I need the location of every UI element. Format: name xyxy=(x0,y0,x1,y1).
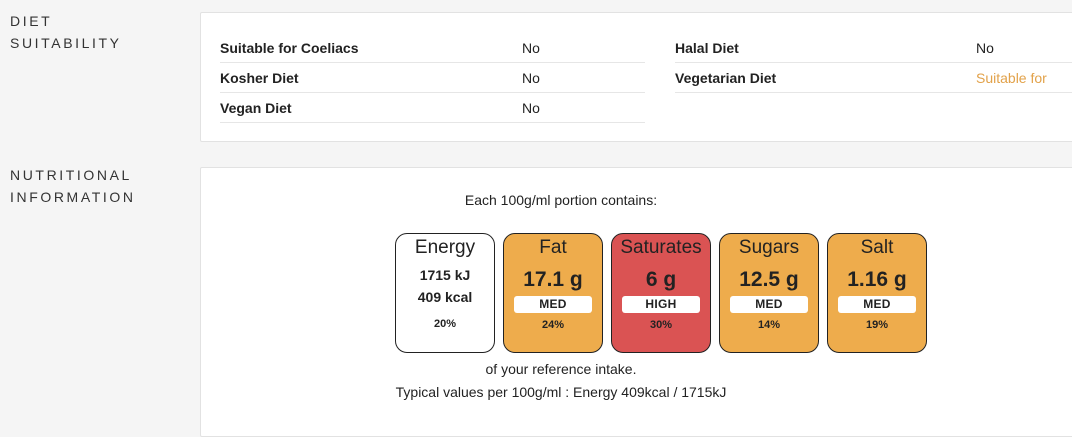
nutrition-section-title: NUTRITIONAL INFORMATION xyxy=(10,164,136,208)
typical-values-text: Typical values per 100g/ml : Energy 409k… xyxy=(395,384,727,400)
diet-value-suitable: Suitable for xyxy=(976,70,1047,86)
nutrient-value: 6 g xyxy=(645,268,677,291)
diet-row-coeliacs: Suitable for Coeliacs No xyxy=(220,33,645,63)
level-badge: HIGH xyxy=(622,296,700,313)
diet-panel: Suitable for Coeliacs No Kosher Diet No … xyxy=(200,12,1072,142)
energy-kcal: 409 kcal xyxy=(417,289,473,305)
sugars-tile: Sugars 12.5 g MED 14% xyxy=(719,233,819,353)
nutrition-title-line1: NUTRITIONAL xyxy=(10,167,132,183)
diet-row-vegan: Vegan Diet No xyxy=(220,93,645,123)
diet-section-title: DIET SUITABILITY xyxy=(10,10,122,54)
level-badge: MED xyxy=(838,296,916,313)
nutrient-value: 1.16 g xyxy=(847,268,907,291)
energy-kj: 1715 kJ xyxy=(419,267,471,283)
nutrient-pct: 19% xyxy=(865,319,889,331)
diet-value: No xyxy=(522,70,540,86)
diet-value: No xyxy=(522,40,540,56)
diet-name: Vegetarian Diet xyxy=(675,70,777,86)
diet-title-line1: DIET xyxy=(10,13,53,29)
nutrient-label: Sugars xyxy=(738,237,800,258)
diet-value: No xyxy=(976,40,994,56)
nutrition-title-line2: INFORMATION xyxy=(10,189,136,205)
diet-row-kosher: Kosher Diet No xyxy=(220,63,645,93)
nutrient-pct: 14% xyxy=(757,319,781,331)
nutrition-panel: Each 100g/ml portion contains: Energy 17… xyxy=(200,167,1072,437)
saturates-tile: Saturates 6 g HIGH 30% xyxy=(611,233,711,353)
diet-row-halal: Halal Diet No xyxy=(675,33,1072,63)
diet-value: No xyxy=(522,100,540,116)
diet-name: Kosher Diet xyxy=(220,70,299,86)
nutrient-pct: 24% xyxy=(541,319,565,331)
diet-name: Suitable for Coeliacs xyxy=(220,40,359,56)
energy-tile: Energy 1715 kJ 409 kcal 20% xyxy=(395,233,495,353)
energy-label: Energy xyxy=(414,237,476,258)
nutrient-value: 17.1 g xyxy=(523,268,583,291)
nutrient-label: Saturates xyxy=(620,237,702,258)
nutrient-label: Salt xyxy=(860,237,894,258)
salt-tile: Salt 1.16 g MED 19% xyxy=(827,233,927,353)
portion-text: Each 100g/ml portion contains: xyxy=(464,192,658,208)
reference-intake-text: of your reference intake. xyxy=(485,361,637,377)
energy-pct: 20% xyxy=(433,318,457,330)
nutrient-value: 12.5 g xyxy=(739,268,799,291)
diet-name: Vegan Diet xyxy=(220,100,292,116)
diet-row-vegetarian: Vegetarian Diet Suitable for xyxy=(675,63,1072,93)
nutrient-label: Fat xyxy=(539,237,567,258)
diet-name: Halal Diet xyxy=(675,40,739,56)
nutrient-pct: 30% xyxy=(649,319,673,331)
level-badge: MED xyxy=(730,296,808,313)
diet-title-line2: SUITABILITY xyxy=(10,35,122,51)
fat-tile: Fat 17.1 g MED 24% xyxy=(503,233,603,353)
level-badge: MED xyxy=(514,296,592,313)
